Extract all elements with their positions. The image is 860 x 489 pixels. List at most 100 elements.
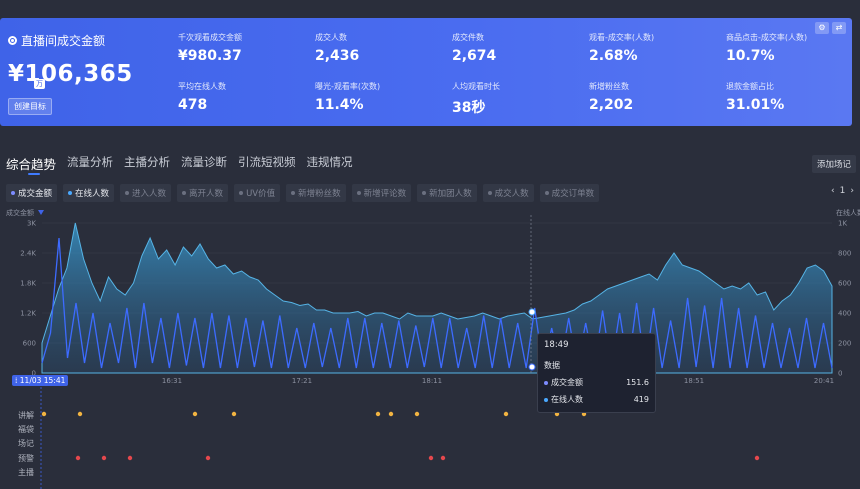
explain-event-dot[interactable] xyxy=(41,411,47,417)
series-dot-icon xyxy=(544,380,548,385)
chip-label: 离开人数 xyxy=(189,189,224,199)
warning-event-dot[interactable] xyxy=(127,455,133,461)
tooltip-series-value: 151.6 xyxy=(626,378,649,387)
right-tick-label: 400 xyxy=(838,310,851,318)
chip-pager: ‹ 1 › xyxy=(831,186,854,196)
warning-event-dot[interactable] xyxy=(428,455,434,461)
chip-label: 新增评论数 xyxy=(363,189,407,199)
metric-label: 千次观看成交金额 xyxy=(178,33,242,42)
right-tick-label: 800 xyxy=(838,250,851,258)
tooltip-series-name: 在线人数 xyxy=(551,395,583,404)
chip-online[interactable]: 在线人数 xyxy=(63,184,115,202)
metric-label: 成交人数 xyxy=(315,33,347,42)
warning-event-dot[interactable] xyxy=(440,455,446,461)
explain-event-dot[interactable] xyxy=(77,411,83,417)
metric-label: 曝光-观看率(次数) xyxy=(315,82,381,91)
metric-card: 新增粉丝数 2,202 xyxy=(589,81,633,113)
right-tick-label: 0 xyxy=(838,370,842,378)
metric-label: 退款金额占比 xyxy=(726,82,774,91)
chip-dot-icon xyxy=(68,191,73,195)
metric-card: 商品点击-成交率(人数) 10.7% xyxy=(726,32,807,64)
metric-value: 38秒 xyxy=(452,100,486,116)
chip-label: 成交订单数 xyxy=(551,189,595,199)
event-row-label: 预警 xyxy=(18,454,34,463)
explain-event-dot[interactable] xyxy=(503,411,509,417)
tab-traffic[interactable]: 流量分析 xyxy=(67,155,114,169)
metric-card: 人均观看时长 38秒 xyxy=(452,81,500,117)
metric-value: 2.68% xyxy=(589,48,638,64)
hero-metric: 直播间成交金额 ¥106,365 xyxy=(8,32,133,87)
settings-icon[interactable]: ⚙ xyxy=(815,22,829,34)
explain-event-dot[interactable] xyxy=(231,411,237,417)
chip-enter[interactable]: 进入人数 xyxy=(120,184,172,202)
chip-fans[interactable]: 新增粉丝数 xyxy=(286,184,346,202)
prev-page-icon[interactable]: ‹ xyxy=(831,186,835,196)
trend-chart: 成交金额 在线人数 3K 2.4K 1.8K 1.2K 600 0 1K 800 600 400… xyxy=(6,208,860,489)
summary-banner: 直播间成交金额 ¥106,365 万 创建目标 千次观看成交金额 ¥980.37… xyxy=(0,18,852,126)
swap-icon[interactable]: ⇄ xyxy=(832,22,846,34)
event-row-label: 福袋 xyxy=(18,425,34,434)
warning-event-dot[interactable] xyxy=(101,455,107,461)
metric-value: 2,674 xyxy=(452,48,497,64)
chip-dot-icon xyxy=(544,191,549,195)
metric-label: 商品点击-成交率(人数) xyxy=(726,33,808,42)
left-tick-label: 3K xyxy=(27,220,36,228)
live-icon xyxy=(8,36,17,45)
metric-label: 人均观看时长 xyxy=(452,82,500,91)
tooltip-row: 成交金额 151.6 xyxy=(544,377,649,388)
metric-label: 新增粉丝数 xyxy=(589,82,629,91)
explain-event-dot[interactable] xyxy=(192,411,198,417)
add-note-button[interactable]: 添加场记 xyxy=(811,155,856,173)
x-tick-label: 20:41 xyxy=(814,377,834,385)
tab-short-video[interactable]: 引流短视频 xyxy=(238,155,296,169)
chip-gmv[interactable]: 成交金额 xyxy=(6,184,58,202)
tooltip-time: 18:49 xyxy=(544,340,569,350)
warning-event-dot[interactable] xyxy=(75,455,81,461)
chip-comments[interactable]: 新增评论数 xyxy=(351,184,412,202)
right-axis: 1K 800 600 400 200 0 xyxy=(838,220,851,378)
tooltip-group: 数据 xyxy=(544,361,560,370)
chip-label: 在线人数 xyxy=(75,189,110,199)
chip-fan-group[interactable]: 新加团人数 xyxy=(417,184,477,202)
banner-tools: ⚙ ⇄ xyxy=(815,22,846,34)
metric-label: 成交件数 xyxy=(452,33,484,42)
warning-event-dot[interactable] xyxy=(205,455,211,461)
hero-title: 直播间成交金额 xyxy=(8,32,133,49)
tab-violations[interactable]: 违规情况 xyxy=(306,155,353,169)
cursor-marker-icon[interactable] xyxy=(38,210,44,215)
event-row-label: 场记 xyxy=(18,439,34,448)
chip-uv[interactable]: UV价值 xyxy=(234,184,281,202)
hero-unit: 万 xyxy=(34,79,45,89)
x-tick-label: 18:51 xyxy=(684,377,704,385)
metric-label: 观看-成交率(人数) xyxy=(589,33,655,42)
explain-event-dot[interactable] xyxy=(375,411,381,417)
explain-event-dot[interactable] xyxy=(388,411,394,417)
tab-diagnosis[interactable]: 流量诊断 xyxy=(181,155,228,169)
chip-buyers[interactable]: 成交人数 xyxy=(482,184,534,202)
create-goal-button[interactable]: 创建目标 xyxy=(8,98,52,115)
metric-value: 11.4% xyxy=(315,97,364,113)
tab-overview[interactable]: 综合趋势 xyxy=(6,154,56,175)
metric-value: 2,436 xyxy=(315,48,360,64)
metric-value: 31.01% xyxy=(726,97,785,113)
chip-label: 新增粉丝数 xyxy=(298,189,341,199)
chip-leave[interactable]: 离开人数 xyxy=(177,184,229,202)
metric-card: 千次观看成交金额 ¥980.37 xyxy=(178,32,242,64)
time-cursor-badge[interactable]: ⁞ 11/03 15:41 xyxy=(12,375,69,386)
explain-event-dot[interactable] xyxy=(414,411,420,417)
tooltip-series-name: 成交金额 xyxy=(551,378,583,387)
left-tick-label: 1.8K xyxy=(20,280,36,288)
next-page-icon[interactable]: › xyxy=(850,186,854,196)
metric-card: 平均在线人数 478 xyxy=(178,81,226,113)
hero-value: ¥106,365 xyxy=(8,61,133,87)
x-tick-label: 17:21 xyxy=(292,377,312,385)
warning-event-dot[interactable] xyxy=(754,455,760,461)
chip-orders[interactable]: 成交订单数 xyxy=(539,184,600,202)
event-row-label: 主播 xyxy=(18,468,34,477)
hover-point xyxy=(528,308,536,316)
chart-tooltip: 18:49 数据 成交金额 151.6 在线人数 419 xyxy=(537,333,656,413)
chip-dot-icon xyxy=(125,191,130,195)
tab-host[interactable]: 主播分析 xyxy=(124,155,171,169)
hero-title-label: 直播间成交金额 xyxy=(21,34,106,48)
left-axis-title: 成交金额 xyxy=(6,208,34,217)
